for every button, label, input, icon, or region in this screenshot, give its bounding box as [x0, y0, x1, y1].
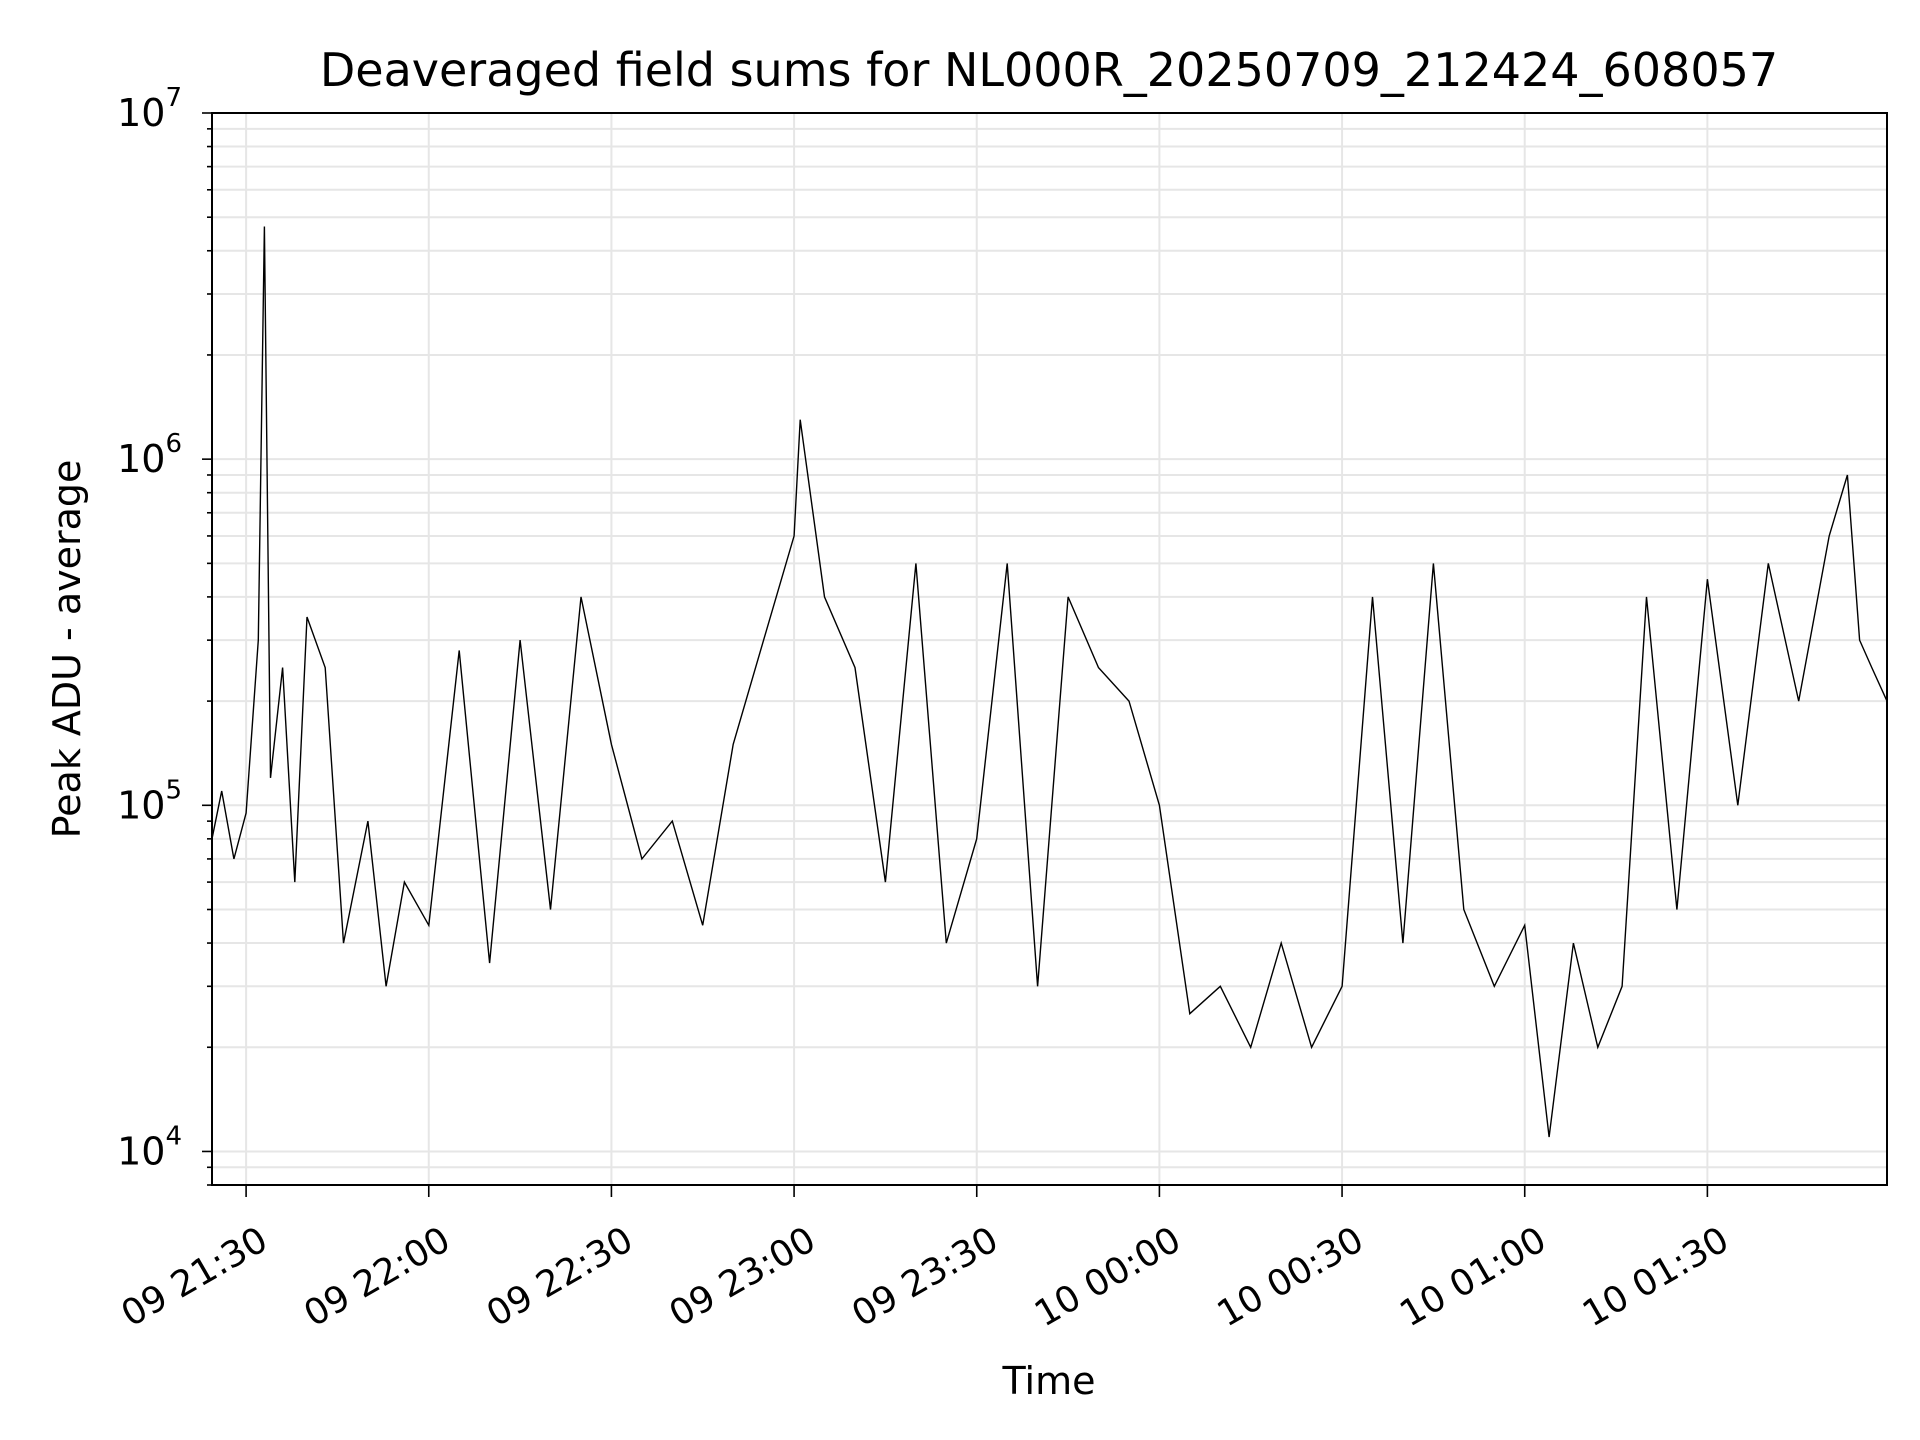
y-axis: 104 105 106 107 [117, 83, 212, 1186]
y-tick-label: 107 [117, 83, 182, 135]
series-group [211, 226, 1888, 1138]
chart-title: Deaveraged field sums for NL000R_2025070… [320, 43, 1778, 97]
y-tick-label: 106 [117, 429, 182, 481]
y-tick-label: 104 [117, 1121, 182, 1173]
x-axis-label: Time [1002, 1359, 1096, 1403]
y-axis-label: Peak ADU - average [45, 460, 89, 839]
series-line [211, 226, 1888, 1138]
y-tick-label: 105 [117, 775, 182, 827]
plot-frame [211, 112, 1888, 1186]
